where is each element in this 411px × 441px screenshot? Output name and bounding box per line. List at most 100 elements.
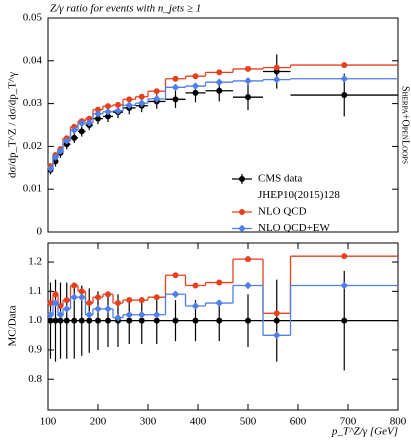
marker bbox=[105, 291, 112, 298]
marker bbox=[341, 62, 348, 69]
marker bbox=[138, 93, 145, 100]
marker bbox=[171, 83, 180, 92]
marker bbox=[244, 317, 251, 324]
marker bbox=[216, 69, 223, 76]
marker bbox=[77, 119, 86, 128]
marker bbox=[125, 311, 134, 319]
marker bbox=[125, 101, 134, 110]
marker bbox=[63, 297, 70, 304]
plot-frame bbox=[47, 17, 399, 233]
marker bbox=[238, 208, 245, 215]
y-tick-label: 0.8 bbox=[28, 373, 42, 385]
marker bbox=[126, 317, 133, 324]
marker bbox=[71, 134, 78, 141]
legend-label: CMS data bbox=[258, 173, 302, 185]
marker bbox=[78, 317, 85, 324]
legend-label: NLO QCD+EW bbox=[258, 222, 331, 234]
marker bbox=[244, 94, 251, 101]
legend-label: NLO QCD bbox=[258, 206, 307, 218]
marker bbox=[47, 317, 54, 324]
marker bbox=[192, 89, 199, 96]
marker bbox=[191, 302, 200, 310]
marker bbox=[71, 317, 78, 324]
marker bbox=[115, 300, 122, 307]
marker bbox=[191, 82, 200, 90]
marker bbox=[216, 317, 223, 324]
marker bbox=[340, 75, 349, 83]
marker bbox=[272, 331, 281, 340]
side-label: Sherpa+OpenLoops bbox=[400, 86, 411, 164]
marker bbox=[56, 147, 65, 155]
marker bbox=[63, 317, 70, 324]
x-tick-label: 700 bbox=[340, 416, 357, 428]
marker bbox=[341, 317, 348, 324]
x-tick-label: 500 bbox=[240, 416, 257, 428]
marker bbox=[215, 78, 224, 86]
marker bbox=[216, 87, 223, 94]
marker bbox=[51, 153, 60, 161]
marker bbox=[244, 77, 252, 85]
marker bbox=[86, 300, 93, 307]
y-tick-label: 0.01 bbox=[23, 183, 42, 195]
marker bbox=[272, 75, 281, 84]
x-tick-label: 600 bbox=[290, 416, 307, 428]
marker bbox=[70, 126, 79, 134]
y-tick-label: 0.02 bbox=[23, 140, 42, 152]
marker bbox=[172, 75, 179, 82]
marker bbox=[57, 317, 64, 324]
y-tick-label: 0 bbox=[37, 226, 43, 238]
marker bbox=[62, 305, 71, 313]
marker bbox=[153, 317, 160, 324]
marker bbox=[115, 101, 122, 108]
marker bbox=[56, 311, 65, 319]
marker bbox=[95, 294, 102, 301]
marker bbox=[137, 99, 146, 107]
marker bbox=[171, 290, 180, 299]
marker bbox=[78, 288, 85, 295]
chart-title: Z/γ ratio for events with n_jets ≥ 1 bbox=[50, 3, 201, 15]
marker bbox=[273, 64, 280, 71]
x-tick-label: 200 bbox=[90, 416, 107, 428]
marker bbox=[216, 279, 223, 286]
x-tick-label: 100 bbox=[40, 416, 57, 428]
marker bbox=[138, 297, 145, 304]
marker bbox=[71, 282, 78, 289]
marker bbox=[77, 293, 86, 301]
marker bbox=[341, 92, 348, 99]
y-axis-label: dσ/dp_T^Z / dσ/dp_T^γ bbox=[7, 72, 19, 178]
y-tick-label: 1.1 bbox=[28, 285, 42, 297]
marker bbox=[51, 299, 60, 307]
legend-reference: JHEP10(2015)128 bbox=[258, 189, 340, 201]
marker bbox=[152, 311, 161, 319]
marker bbox=[138, 317, 145, 324]
marker bbox=[114, 313, 122, 322]
marker bbox=[86, 317, 93, 324]
marker bbox=[153, 88, 160, 95]
marker bbox=[238, 175, 245, 182]
x-tick-label: 800 bbox=[390, 416, 407, 428]
marker bbox=[153, 294, 160, 301]
x-tick-label: 300 bbox=[140, 416, 157, 428]
marker bbox=[244, 256, 251, 263]
y-tick-label: 0.9 bbox=[28, 343, 42, 355]
marker bbox=[192, 73, 199, 80]
marker bbox=[341, 253, 348, 260]
marker bbox=[273, 310, 280, 317]
y-tick-label: 0.03 bbox=[23, 97, 43, 109]
marker bbox=[126, 96, 133, 103]
marker bbox=[95, 317, 102, 324]
y-tick-label: 0.04 bbox=[23, 54, 43, 66]
ratio-y-axis-label: MC/Data bbox=[7, 305, 19, 346]
marker bbox=[70, 293, 79, 301]
marker bbox=[85, 119, 94, 127]
marker bbox=[52, 317, 59, 324]
marker bbox=[78, 128, 85, 135]
marker bbox=[105, 317, 112, 324]
marker bbox=[172, 272, 179, 279]
marker bbox=[126, 297, 133, 304]
marker bbox=[52, 291, 59, 298]
marker bbox=[192, 317, 199, 324]
y-tick-label: 1.0 bbox=[28, 314, 42, 326]
